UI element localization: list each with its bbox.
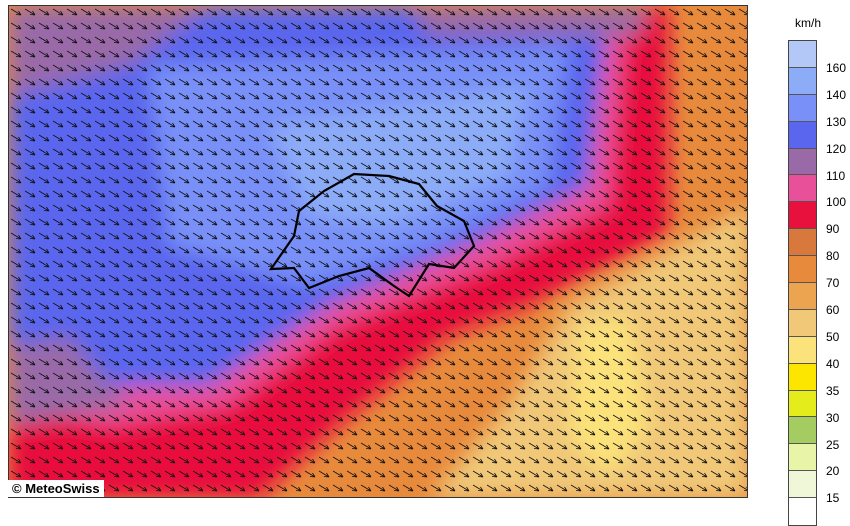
legend-swatch <box>789 309 816 337</box>
legend-label: 90 <box>826 222 840 237</box>
legend-label: 15 <box>826 491 840 506</box>
legend-label: 30 <box>826 410 840 425</box>
legend-swatch <box>789 390 816 418</box>
legend-label: 25 <box>826 437 840 452</box>
legend-swatch <box>789 363 816 391</box>
legend-swatch <box>789 202 816 230</box>
legend-swatch <box>789 94 816 122</box>
switzerland-border <box>268 172 476 298</box>
legend-swatch <box>789 148 816 176</box>
wind-arrows <box>9 6 747 497</box>
legend-label: 20 <box>826 464 840 479</box>
legend-swatch <box>789 444 816 472</box>
copyright-label: © MeteoSwiss <box>8 480 104 497</box>
legend-unit: km/h <box>794 16 821 30</box>
legend-swatch <box>789 175 816 203</box>
legend-label: 35 <box>826 383 840 398</box>
legend-colorbar <box>788 40 817 526</box>
legend-swatch <box>789 67 816 95</box>
legend-swatch <box>789 256 816 284</box>
legend-label: 140 <box>826 87 847 102</box>
legend-label: 160 <box>826 60 847 75</box>
wind-gust-map <box>8 5 748 498</box>
legend-swatch <box>789 283 816 310</box>
legend-label: 70 <box>826 276 840 291</box>
legend-label: 80 <box>826 249 840 264</box>
legend-label: 130 <box>826 114 847 129</box>
legend-swatch <box>789 121 816 149</box>
legend-label: 40 <box>826 356 840 371</box>
map-canvas <box>9 6 747 497</box>
legend-swatch <box>789 229 816 257</box>
legend-label: 100 <box>826 195 847 210</box>
legend-swatch <box>789 471 816 499</box>
legend-swatch <box>789 336 816 364</box>
legend-swatch <box>789 417 816 445</box>
legend-swatch <box>789 41 816 68</box>
legend-label: 60 <box>826 303 840 317</box>
legend-swatch <box>789 498 816 526</box>
legend-label: 120 <box>826 141 847 156</box>
legend-label: 110 <box>826 168 846 183</box>
legend-label: 50 <box>826 329 840 344</box>
